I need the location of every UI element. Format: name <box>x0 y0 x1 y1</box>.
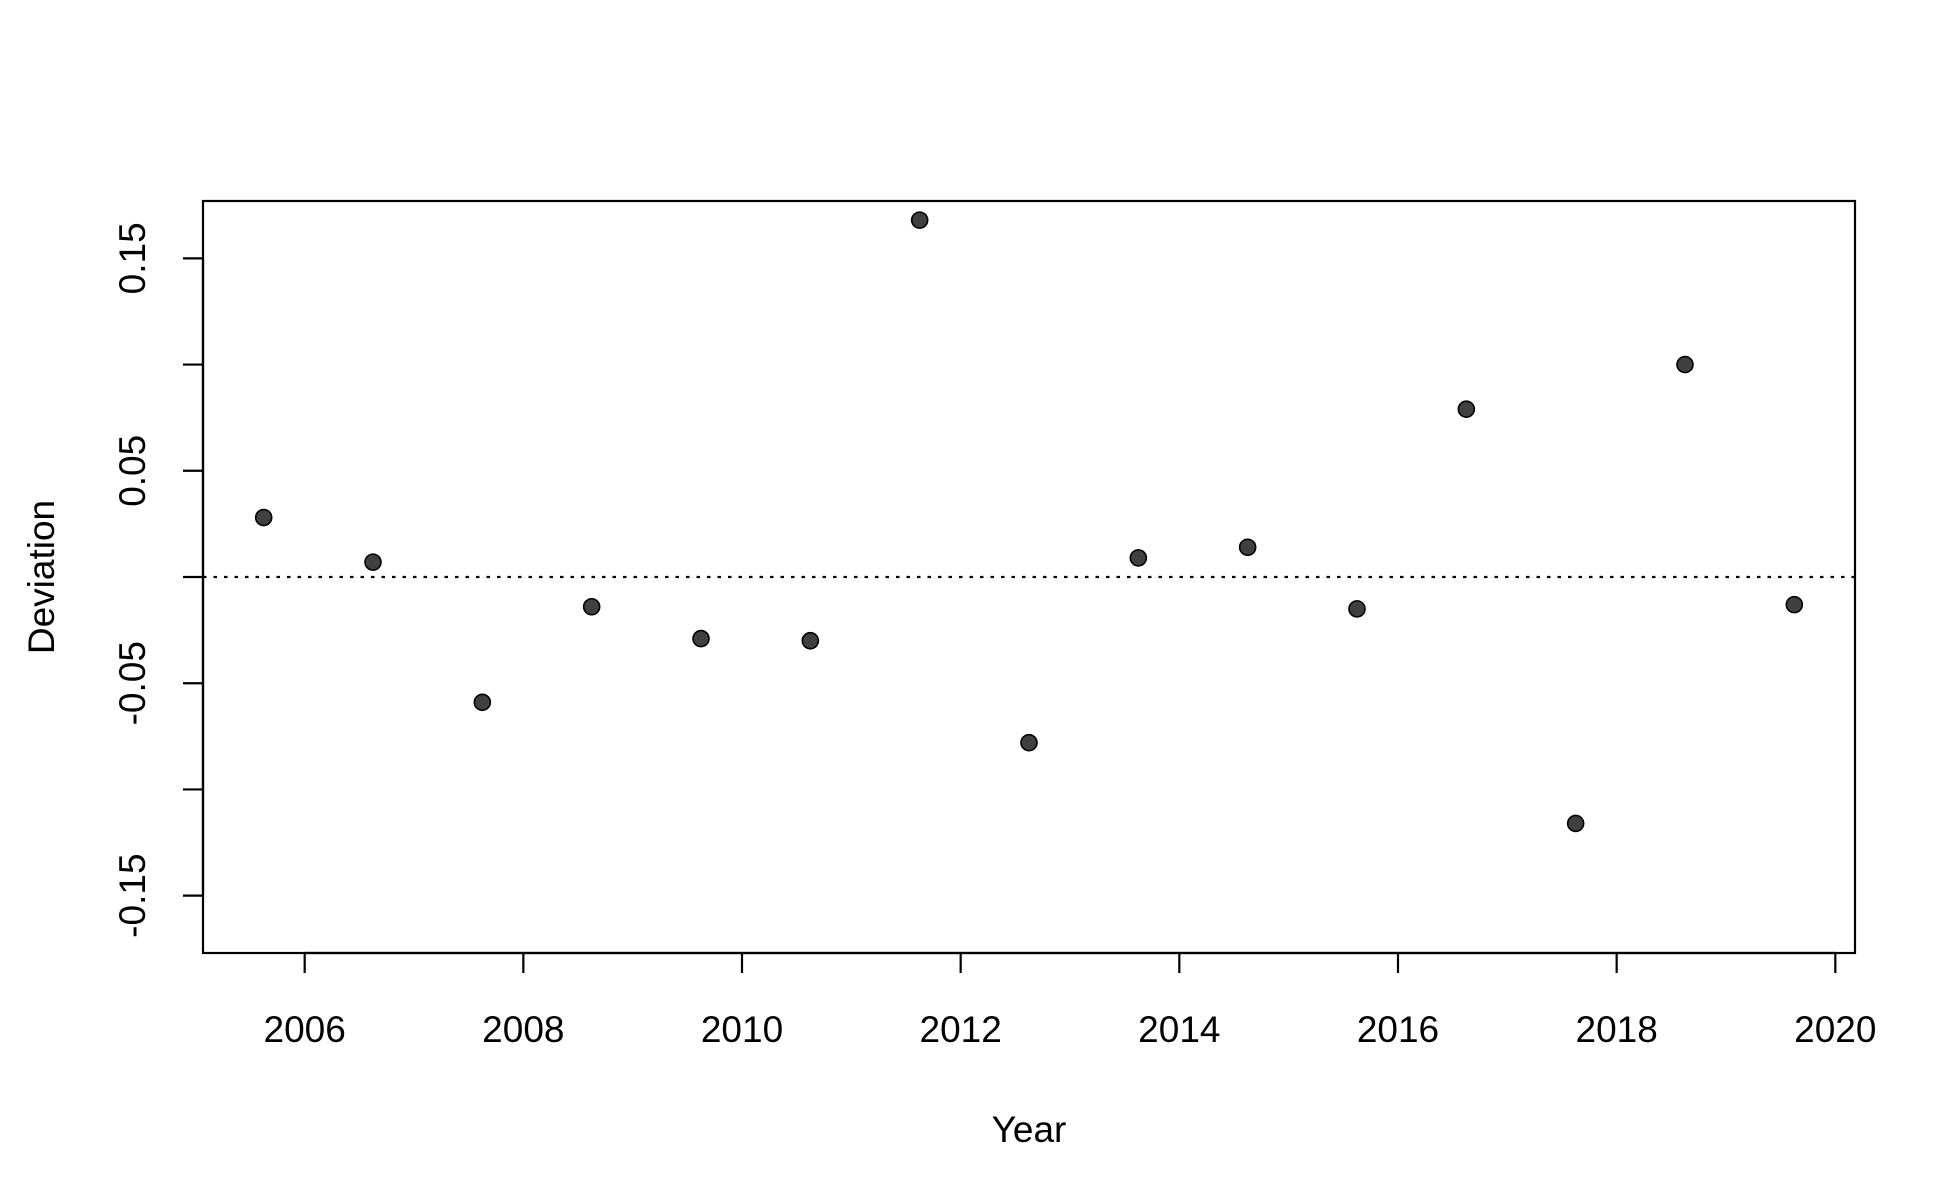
data-point <box>364 553 382 571</box>
data-point <box>1457 400 1476 418</box>
data-point <box>910 211 929 229</box>
x-tick-label: 2018 <box>1576 1009 1658 1050</box>
data-point <box>1238 538 1257 557</box>
data-point <box>801 631 820 650</box>
data-point <box>1566 814 1585 833</box>
x-tick-label: 2008 <box>482 1009 564 1050</box>
data-point <box>1129 549 1148 567</box>
x-axis-title: Year <box>992 1109 1067 1150</box>
x-tick-label: 2006 <box>264 1009 346 1050</box>
x-tick-label: 2020 <box>1794 1009 1876 1050</box>
x-tick-label: 2014 <box>1138 1009 1220 1050</box>
data-point <box>254 508 273 527</box>
y-tick-label: 0.15 <box>112 222 153 294</box>
y-tick-label: -0.15 <box>112 853 153 937</box>
plot-content <box>203 211 1855 833</box>
data-point <box>1020 733 1038 752</box>
data-point <box>692 629 710 648</box>
y-tick-label: -0.05 <box>112 641 153 725</box>
y-axis: -0.15 -0.05 0.05 0.15 <box>112 222 205 938</box>
data-point <box>582 597 601 616</box>
y-axis-title: Deviation <box>21 500 62 654</box>
data-point <box>473 693 492 712</box>
x-tick-label: 2016 <box>1357 1009 1439 1050</box>
x-tick-label: 2010 <box>701 1009 783 1050</box>
data-point <box>1676 355 1694 374</box>
y-tick-label: 0.05 <box>112 435 153 507</box>
data-point <box>1348 600 1366 618</box>
data-point <box>1785 595 1804 614</box>
x-axis: 2006 2008 2010 2012 2014 2016 2018 2020 <box>264 951 1876 1050</box>
x-tick-label: 2012 <box>920 1009 1002 1050</box>
